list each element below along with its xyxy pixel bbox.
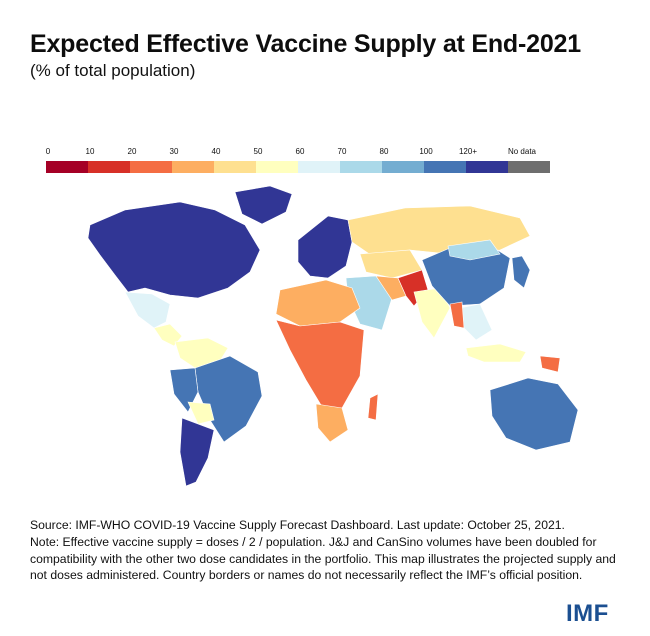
region-central-america xyxy=(153,323,183,347)
region-central-asia xyxy=(359,249,423,279)
region-southern-cone xyxy=(179,417,215,487)
region-southern-africa xyxy=(315,403,349,443)
legend-label: 30 xyxy=(169,147,179,156)
legend-swatch xyxy=(88,161,130,173)
legend-label: 20 xyxy=(127,147,137,156)
source-text: Source: IMF-WHO COVID-19 Vaccine Supply … xyxy=(30,518,565,532)
legend-label: No data xyxy=(507,147,537,156)
legend-swatch xyxy=(424,161,466,173)
legend-label: 50 xyxy=(253,147,263,156)
region-japan-korea xyxy=(511,255,531,289)
legend-swatch xyxy=(256,161,298,173)
region-europe xyxy=(297,215,353,279)
legend-label: 10 xyxy=(85,147,95,156)
region-greenland xyxy=(234,185,293,225)
source-notes: Source: IMF-WHO COVID-19 Vaccine Supply … xyxy=(30,517,630,584)
region-russia xyxy=(347,205,531,261)
region-mongolia xyxy=(447,239,501,261)
legend-swatch xyxy=(172,161,214,173)
legend-label: 40 xyxy=(211,147,221,156)
region-madagascar xyxy=(367,393,379,421)
region-mexico xyxy=(124,291,171,329)
world-map xyxy=(87,185,579,487)
legend-label: 60 xyxy=(295,147,305,156)
region-southeast-asia xyxy=(459,303,493,341)
note-text: Note: Effective vaccine supply = doses /… xyxy=(30,534,616,583)
legend-swatch xyxy=(46,161,88,173)
region-bolivia xyxy=(187,401,215,425)
chart-title: Expected Effective Vaccine Supply at End… xyxy=(30,30,581,58)
region-indonesia xyxy=(465,343,527,363)
region-sub-saharan-africa xyxy=(275,319,365,411)
legend-swatch xyxy=(130,161,172,173)
legend-label: 0 xyxy=(45,147,51,156)
region-north-africa xyxy=(275,279,361,327)
legend-label: 70 xyxy=(337,147,347,156)
legend-swatch xyxy=(298,161,340,173)
legend-swatch xyxy=(340,161,382,173)
region-peru xyxy=(169,367,199,413)
legend-label: 100 xyxy=(419,147,433,156)
region-papua-new-guinea xyxy=(539,355,561,373)
legend-swatch xyxy=(214,161,256,173)
chart-subtitle: (% of total population) xyxy=(30,61,196,80)
color-legend: 0 10 20 30 40 50 60 70 80 100 120+ No data xyxy=(46,147,552,177)
imf-logo: IMF xyxy=(566,600,609,627)
legend-color-bar xyxy=(46,161,550,173)
region-myanmar xyxy=(449,301,465,329)
legend-swatch xyxy=(382,161,424,173)
region-australia xyxy=(489,377,579,451)
region-north-america xyxy=(87,201,261,299)
legend-label: 80 xyxy=(379,147,389,156)
legend-swatch xyxy=(466,161,508,173)
legend-swatch xyxy=(508,161,550,173)
legend-label: 120+ xyxy=(458,147,478,156)
